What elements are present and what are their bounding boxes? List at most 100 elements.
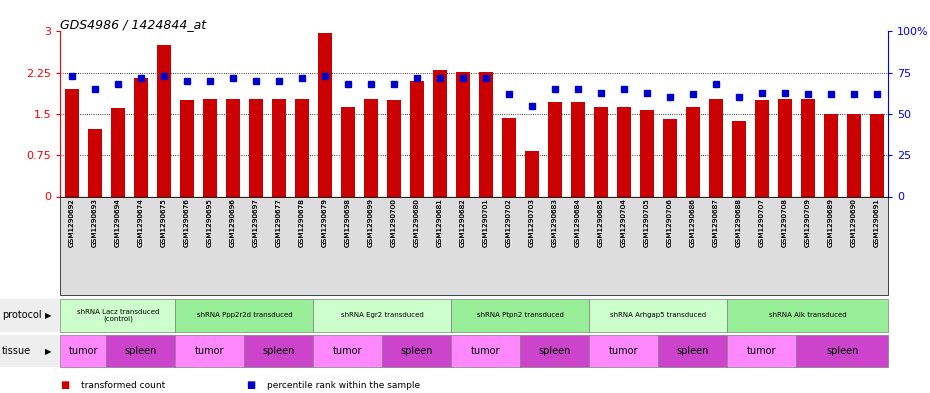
Text: GSM1290684: GSM1290684 — [575, 198, 580, 247]
Text: shRNA Egr2 transduced: shRNA Egr2 transduced — [341, 312, 424, 318]
Text: protocol: protocol — [2, 310, 42, 320]
Text: GSM1290676: GSM1290676 — [184, 198, 190, 247]
Text: GSM1290698: GSM1290698 — [345, 198, 351, 247]
Bar — [226, 99, 240, 196]
Text: GSM1290676: GSM1290676 — [184, 198, 190, 247]
Text: GSM1290675: GSM1290675 — [161, 198, 166, 247]
Bar — [272, 99, 286, 196]
Text: GSM1290689: GSM1290689 — [828, 198, 833, 247]
Text: GSM1290685: GSM1290685 — [598, 198, 604, 247]
Text: tumor: tumor — [472, 346, 500, 356]
Text: ▶: ▶ — [45, 311, 51, 320]
Bar — [777, 99, 791, 196]
Text: GSM1290683: GSM1290683 — [551, 198, 558, 247]
Text: GSM1290688: GSM1290688 — [736, 198, 742, 247]
Bar — [824, 114, 838, 196]
Bar — [341, 107, 354, 196]
Text: GSM1290674: GSM1290674 — [138, 198, 144, 247]
Text: spleen: spleen — [826, 346, 858, 356]
Text: ▶: ▶ — [45, 347, 51, 356]
Text: spleen: spleen — [401, 346, 433, 356]
Text: GSM1290678: GSM1290678 — [299, 198, 305, 247]
Text: GSM1290693: GSM1290693 — [92, 198, 98, 247]
Text: GSM1290686: GSM1290686 — [690, 198, 696, 247]
Text: GSM1290685: GSM1290685 — [598, 198, 604, 247]
Bar — [525, 151, 538, 196]
Bar — [663, 119, 677, 196]
Text: GSM1290693: GSM1290693 — [92, 198, 98, 247]
Bar — [709, 99, 723, 196]
Text: tumor: tumor — [195, 346, 225, 356]
Text: GSM1290697: GSM1290697 — [253, 198, 259, 247]
Text: ■: ■ — [246, 380, 256, 390]
Text: GSM1290684: GSM1290684 — [575, 198, 580, 247]
Text: tumor: tumor — [333, 346, 363, 356]
Bar — [203, 99, 217, 196]
Text: tissue: tissue — [2, 346, 31, 356]
Bar — [870, 114, 884, 196]
Bar — [456, 72, 470, 196]
Text: GSM1290686: GSM1290686 — [690, 198, 696, 247]
Bar — [318, 33, 332, 196]
Text: GSM1290705: GSM1290705 — [644, 198, 650, 247]
Bar — [134, 78, 148, 196]
Text: GSM1290683: GSM1290683 — [551, 198, 558, 247]
Text: GSM1290698: GSM1290698 — [345, 198, 351, 247]
Bar — [594, 107, 607, 196]
Text: GSM1290695: GSM1290695 — [206, 198, 213, 247]
Text: GSM1290707: GSM1290707 — [759, 198, 764, 247]
Text: shRNA Ppp2r2d transduced: shRNA Ppp2r2d transduced — [196, 312, 292, 318]
Text: spleen: spleen — [676, 346, 709, 356]
Text: GSM1290702: GSM1290702 — [506, 198, 512, 247]
Text: percentile rank within the sample: percentile rank within the sample — [267, 381, 420, 390]
Text: GSM1290696: GSM1290696 — [230, 198, 236, 247]
Text: GSM1290705: GSM1290705 — [644, 198, 650, 247]
Text: GSM1290694: GSM1290694 — [115, 198, 121, 247]
Text: GSM1290681: GSM1290681 — [437, 198, 443, 247]
Text: GSM1290709: GSM1290709 — [804, 198, 811, 247]
Bar — [88, 129, 101, 196]
Text: GDS4986 / 1424844_at: GDS4986 / 1424844_at — [60, 18, 206, 31]
Text: GSM1290689: GSM1290689 — [828, 198, 833, 247]
Bar — [432, 70, 446, 196]
Text: GSM1290703: GSM1290703 — [529, 198, 535, 247]
Text: GSM1290680: GSM1290680 — [414, 198, 419, 247]
Bar — [571, 102, 585, 196]
Bar — [295, 99, 309, 196]
Bar — [801, 99, 815, 196]
Bar — [755, 100, 768, 196]
Text: GSM1290708: GSM1290708 — [782, 198, 788, 247]
Text: GSM1290695: GSM1290695 — [206, 198, 213, 247]
Bar — [685, 107, 699, 196]
Text: GSM1290677: GSM1290677 — [276, 198, 282, 247]
Text: GSM1290701: GSM1290701 — [483, 198, 489, 247]
Bar — [846, 114, 860, 196]
Text: GSM1290703: GSM1290703 — [529, 198, 535, 247]
Bar — [732, 121, 746, 196]
Text: GSM1290682: GSM1290682 — [459, 198, 466, 247]
Bar — [548, 102, 562, 196]
Text: GSM1290708: GSM1290708 — [782, 198, 788, 247]
Text: GSM1290704: GSM1290704 — [620, 198, 627, 247]
Text: spleen: spleen — [538, 346, 571, 356]
Text: GSM1290699: GSM1290699 — [368, 198, 374, 247]
Text: GSM1290680: GSM1290680 — [414, 198, 419, 247]
Bar — [640, 110, 654, 196]
Text: GSM1290704: GSM1290704 — [620, 198, 627, 247]
Bar — [410, 81, 424, 196]
Text: GSM1290679: GSM1290679 — [322, 198, 328, 247]
Text: shRNA Arhgap5 transduced: shRNA Arhgap5 transduced — [610, 312, 706, 318]
Text: GSM1290682: GSM1290682 — [459, 198, 466, 247]
Text: shRNA Ptpn2 transduced: shRNA Ptpn2 transduced — [477, 312, 564, 318]
Bar — [479, 72, 493, 196]
Text: GSM1290679: GSM1290679 — [322, 198, 328, 247]
Bar — [111, 108, 125, 196]
Text: spleen: spleen — [125, 346, 157, 356]
Text: GSM1290688: GSM1290688 — [736, 198, 742, 247]
Text: GSM1290706: GSM1290706 — [667, 198, 672, 247]
Text: GSM1290696: GSM1290696 — [230, 198, 236, 247]
Text: tumor: tumor — [609, 346, 639, 356]
Text: ■: ■ — [60, 380, 70, 390]
Text: GSM1290674: GSM1290674 — [138, 198, 144, 247]
Text: tumor: tumor — [747, 346, 777, 356]
